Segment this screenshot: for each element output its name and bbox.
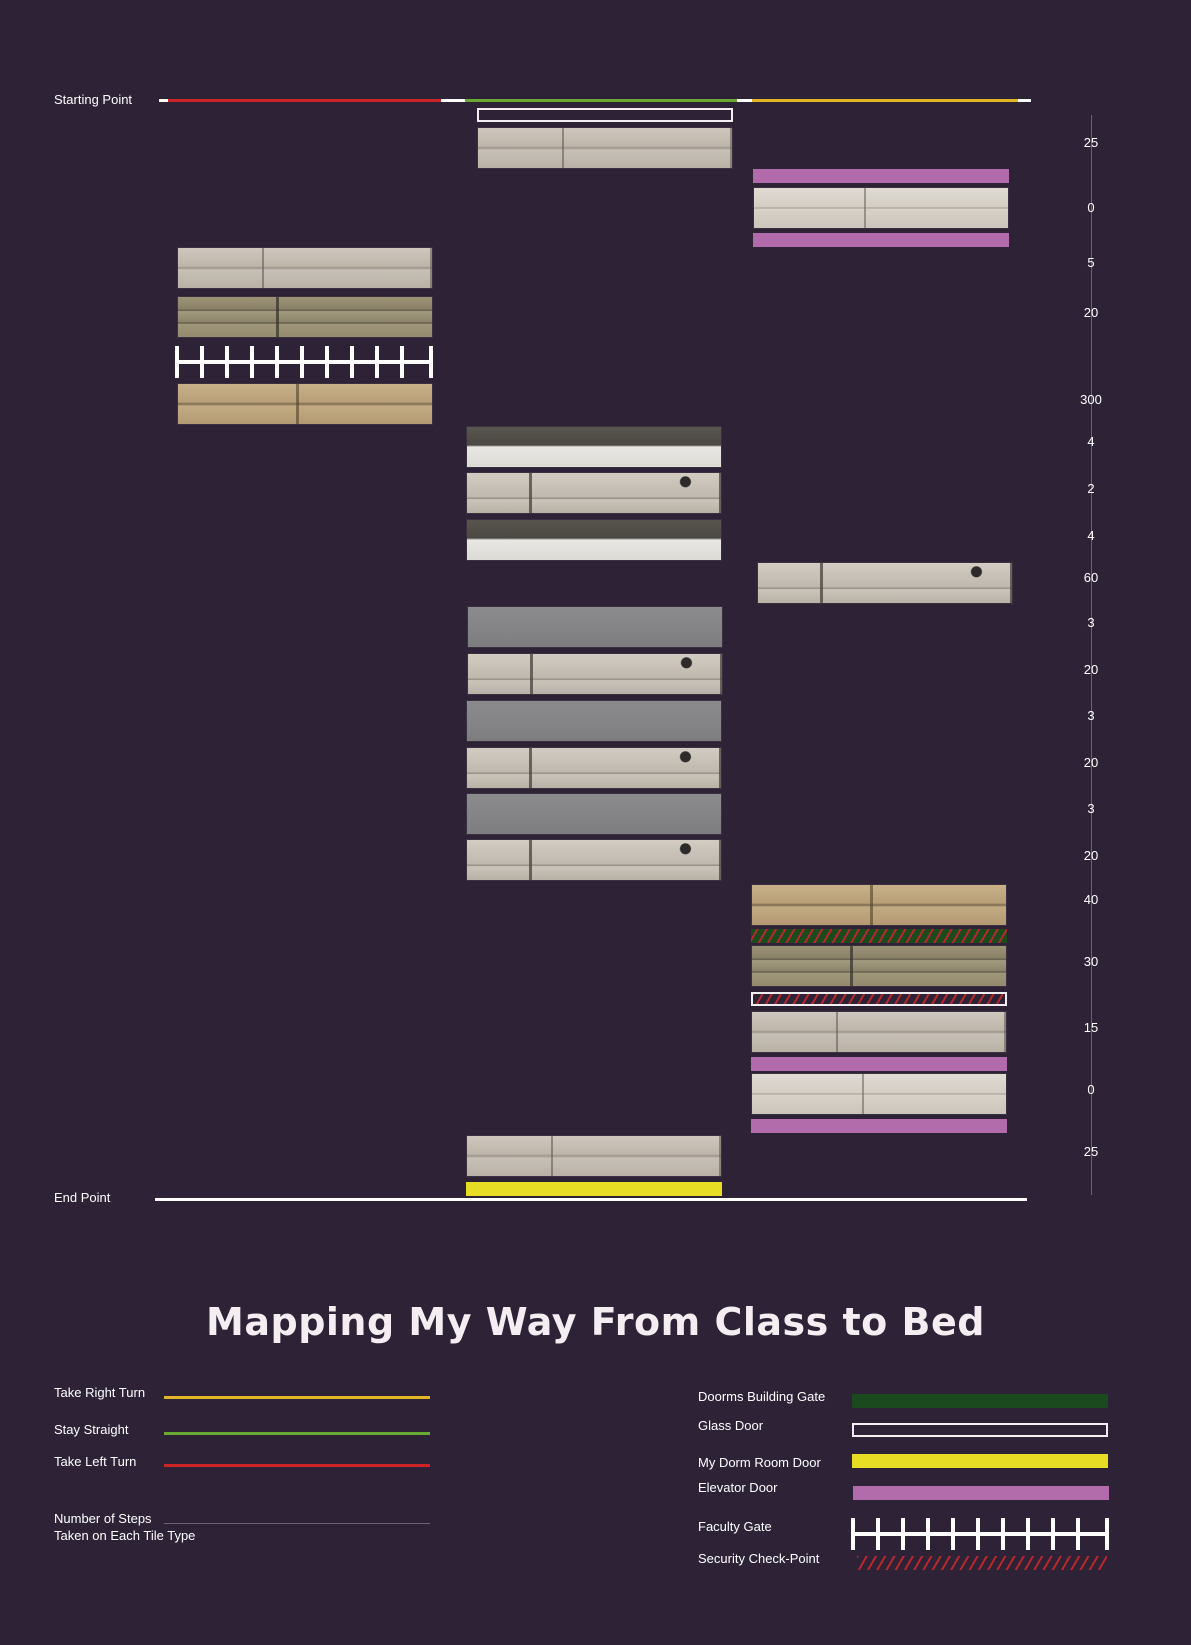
- tile-speckled: [466, 472, 722, 514]
- legend-steps-line: [164, 1523, 430, 1524]
- legend-dorm-door-label: My Dorm Room Door: [698, 1455, 821, 1470]
- tile-speckled: [466, 747, 722, 789]
- tile-speckled: [757, 562, 1013, 604]
- end-baseline: [155, 1198, 1027, 1201]
- legend-left-turn-label: Take Left Turn: [54, 1454, 137, 1469]
- step-count: 30: [1083, 954, 1099, 969]
- straight-segment: [465, 99, 737, 102]
- elevator-door-bar: [753, 233, 1009, 247]
- tile-tan-brick: [751, 884, 1007, 926]
- step-count: 4: [1087, 434, 1095, 449]
- legend-glass-door-label: Glass Door: [698, 1418, 764, 1433]
- legend-right-turn-line: [164, 1396, 430, 1399]
- right-turn-segment: [752, 99, 1018, 102]
- step-count: 0: [1087, 1082, 1095, 1097]
- tile-asphalt-crosswalk: [466, 519, 722, 561]
- step-count: 3: [1087, 615, 1095, 630]
- step-count: 0: [1087, 200, 1095, 215]
- tile-speckled: [466, 839, 722, 881]
- step-count: 20: [1083, 755, 1099, 770]
- tile-concrete: [477, 127, 733, 169]
- tile-speckled: [467, 653, 723, 695]
- glass-door-security-bar: [751, 992, 1007, 1006]
- step-count: 25: [1083, 1144, 1099, 1159]
- legend-faculty-gate-label: Faculty Gate: [698, 1519, 772, 1534]
- step-count: 15: [1083, 1020, 1099, 1035]
- step-count: 20: [1083, 305, 1099, 320]
- step-count: 25: [1083, 135, 1099, 150]
- dorm-room-door-bar: [466, 1182, 722, 1196]
- legend-steps-label-2: Taken on Each Tile Type: [54, 1528, 196, 1543]
- glass-door-bar: [477, 108, 733, 122]
- tile-gray-slab: [467, 606, 723, 648]
- legend-security-label: Security Check-Point: [698, 1551, 820, 1566]
- step-count: 40: [1083, 892, 1099, 907]
- left-turn-segment: [168, 99, 441, 102]
- step-count: 20: [1083, 662, 1099, 677]
- step-count: 300: [1080, 392, 1102, 407]
- step-count: 4: [1087, 528, 1095, 543]
- step-count: 5: [1087, 255, 1095, 270]
- tile-concrete: [177, 247, 433, 289]
- legend-dorms-gate-swatch: [852, 1394, 1108, 1408]
- tile-light-concrete: [753, 187, 1009, 229]
- legend-left-turn-line: [164, 1464, 430, 1467]
- step-count: 60: [1083, 570, 1099, 585]
- elevator-door-bar: [753, 169, 1009, 183]
- tile-tan-brick: [177, 383, 433, 425]
- step-count: 20: [1083, 848, 1099, 863]
- legend-elevator-door-swatch: [853, 1486, 1109, 1500]
- page-title: Mapping My Way From Class to Bed: [206, 1300, 985, 1344]
- tile-olive-brick: [751, 945, 1007, 987]
- tile-concrete: [751, 1011, 1007, 1053]
- tile-gray-slab: [466, 700, 722, 742]
- start-point-label: Starting Point: [54, 92, 133, 107]
- legend-dorms-gate-label: Doorms Building Gate: [698, 1389, 826, 1404]
- step-count: 3: [1087, 708, 1095, 723]
- step-count: 3: [1087, 801, 1095, 816]
- legend-dorm-door-swatch: [852, 1454, 1108, 1468]
- tile-concrete: [466, 1135, 722, 1177]
- tile-olive-brick: [177, 296, 433, 338]
- legend-glass-door-swatch: [852, 1423, 1108, 1437]
- legend-steps-label-1: Number of Steps: [54, 1511, 152, 1526]
- dorms-gate-security-bar: [751, 929, 1007, 943]
- tile-asphalt-crosswalk: [466, 426, 722, 468]
- legend-straight-line: [164, 1432, 430, 1435]
- hatch-pattern-icon: [857, 1556, 1107, 1570]
- tile-gray-slab: [466, 793, 722, 835]
- faculty-gate-icon: [175, 346, 433, 378]
- end-point-label: End Point: [54, 1190, 111, 1205]
- legend-straight-label: Stay Straight: [54, 1422, 129, 1437]
- fence-icon: [851, 1518, 1109, 1550]
- tile-light-concrete: [751, 1073, 1007, 1115]
- elevator-door-bar: [751, 1057, 1007, 1071]
- legend-elevator-door-label: Elevator Door: [698, 1480, 778, 1495]
- step-scale-line: [1091, 115, 1092, 1195]
- step-count: 2: [1087, 481, 1095, 496]
- legend-right-turn-label: Take Right Turn: [54, 1385, 146, 1400]
- elevator-door-bar: [751, 1119, 1007, 1133]
